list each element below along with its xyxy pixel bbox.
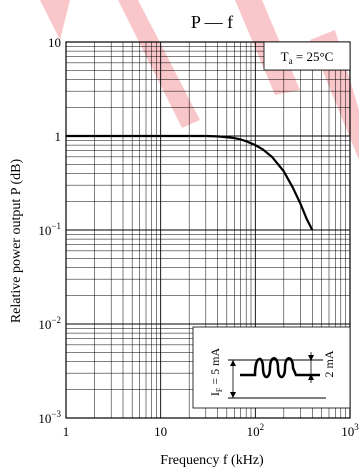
- inset-amp-label: 2 mA: [322, 350, 336, 377]
- y-tick-label: 10: [48, 35, 61, 50]
- plot-frame: [65, 41, 351, 419]
- y-tick-label: 10−3: [38, 409, 61, 426]
- annotation-rest: = 25°C: [293, 49, 334, 64]
- y-axis-label: Relative power output P (dB): [9, 158, 24, 323]
- x-tick-label: 1: [63, 424, 70, 439]
- tick-labels: 1 10 102 103 10 1 10−1 10−2 10−3: [38, 35, 359, 439]
- x-axis-label: Frequency f (kHz): [160, 453, 264, 468]
- series-line-0: [66, 134, 314, 231]
- temperature-annotation: Ta = 25°C: [263, 41, 351, 71]
- annotation-t: T: [281, 49, 289, 64]
- y-tick-label: 1: [55, 129, 62, 144]
- inset-if-label: IF = 5 mA: [208, 348, 224, 397]
- x-tick-label: 103: [341, 422, 359, 439]
- inset-wave: [240, 357, 320, 379]
- drive-waveform-inset: IF = 5 mA 2 mA: [192, 326, 351, 409]
- y-tick-label: 10−2: [38, 315, 61, 332]
- svg-text:Ta = 25°C: Ta = 25°C: [281, 49, 334, 66]
- x-tick-label: 102: [247, 422, 264, 439]
- y-tick-label: 10−1: [38, 221, 61, 238]
- curve-layer: [66, 134, 314, 231]
- x-tick-label: 10: [154, 424, 167, 439]
- chart-title: P — f: [191, 12, 233, 32]
- annotation-sub: a: [289, 56, 293, 66]
